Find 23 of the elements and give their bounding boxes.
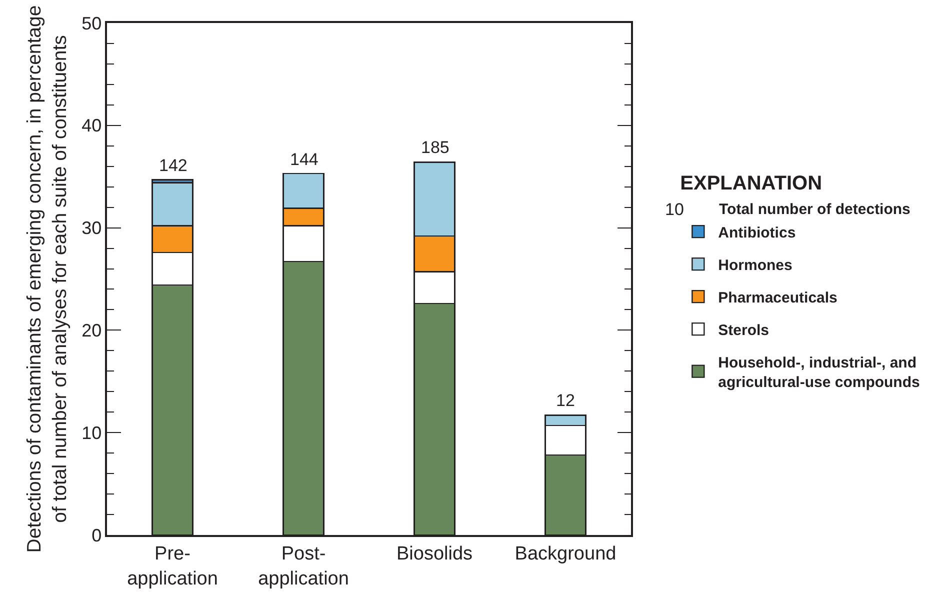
legend-title: EXPLANATION — [680, 172, 822, 194]
annotation: 144 — [290, 150, 318, 169]
y-tick-label: 0 — [92, 525, 102, 546]
x-tick-label: Pre-application — [127, 544, 218, 590]
y-tick-label: 50 — [82, 13, 102, 34]
y-tick-label: 10 — [82, 422, 102, 443]
legend-label: Hormones — [718, 256, 792, 274]
legend-label: Sterols — [718, 322, 770, 339]
y-tick-label: 40 — [82, 116, 102, 136]
y-axis-title: Detections of contaminants of emerging concern, in percentage of total number of analyses for each suite of constituents — [23, 5, 71, 553]
annotation: 185 — [421, 138, 450, 157]
legend-label: Antibiotics — [718, 224, 796, 242]
text: 10 — [665, 200, 684, 219]
legend-label: Pharmaceuticals — [718, 289, 838, 306]
y-tick-label: 30 — [82, 218, 102, 238]
y-tick-label: 20 — [82, 320, 102, 340]
x-tick-label: Background — [514, 544, 616, 565]
x-tick-label: Biosolids — [396, 544, 473, 565]
x-tick-label: Post-application — [258, 544, 349, 590]
annotation: 142 — [159, 156, 188, 175]
annotation: 12 — [556, 391, 575, 410]
legend-label: Household-, industrial-, and agricultural-use compounds — [718, 354, 920, 391]
text: Total number of detections — [719, 201, 910, 218]
